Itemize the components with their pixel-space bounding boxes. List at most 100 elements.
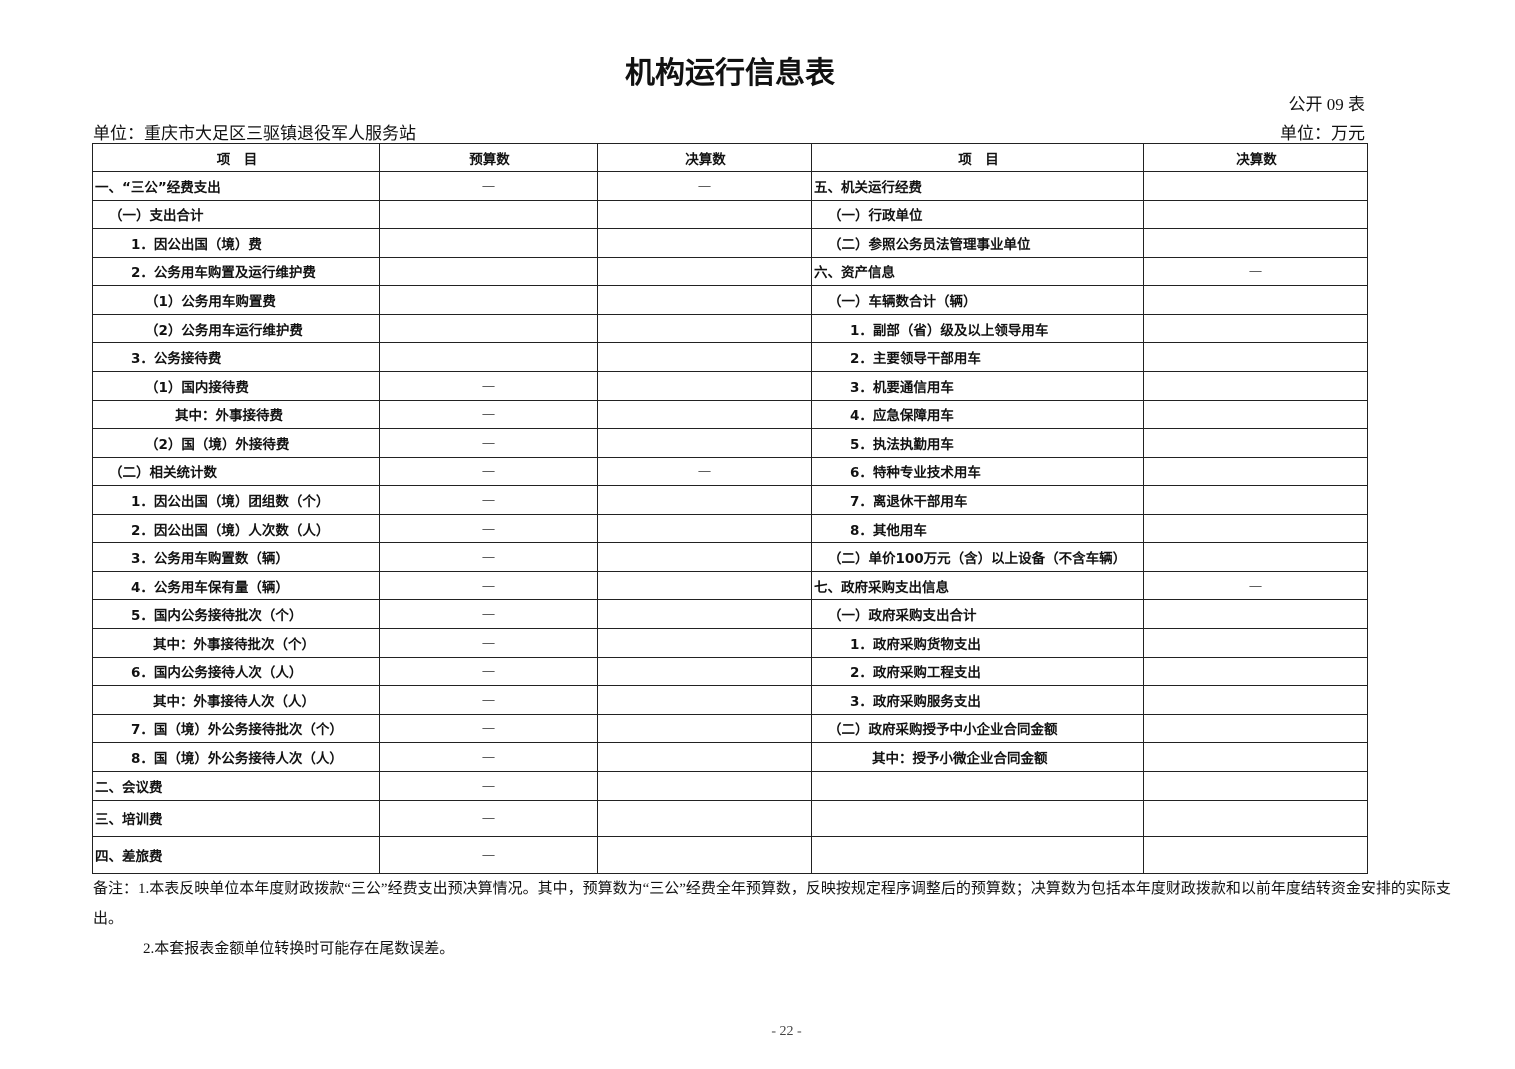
item-label: 二、会议费: [95, 779, 163, 796]
table-cell: —: [379, 799, 598, 837]
table-row: 其中：外事接待费 — 4．应急保障用车: [92, 399, 1368, 430]
table-row: 1．因公出国（境）团组数（个） — 7．离退休干部用车: [92, 485, 1368, 515]
note: 备注：1.本表反映单位本年度财政拨款“三公”经费支出预决算情况。其中，预算数为“…: [93, 881, 1451, 927]
table-cell: [379, 342, 598, 372]
table-cell: 2．因公出国（境）人次数（人）: [92, 513, 380, 544]
unit-left: 单位：重庆市大足区三驱镇退役军人服务站: [93, 124, 416, 143]
table-cell: 2．主要领导干部用车: [811, 342, 1144, 372]
cell-value: —: [1248, 577, 1263, 594]
table-cell: [379, 313, 598, 344]
item-label: 2．公务用车购置及运行维护费: [131, 265, 316, 282]
item-label: 7．离退休干部用车: [850, 493, 968, 510]
table-cell: [1143, 370, 1368, 401]
table-row: 二、会议费 —: [92, 770, 1368, 801]
table-row: 5．国内公务接待批次（个） — （一）政府采购支出合计: [92, 599, 1368, 629]
item-label: （一）行政单位: [828, 208, 923, 225]
item-label: 1．副部（省）级及以上领导用车: [850, 322, 1049, 339]
table-cell: [597, 485, 812, 515]
item-label: （二）单价100万元（含）以上设备（不含车辆）: [828, 551, 1127, 568]
table-cell: —: [379, 628, 598, 658]
cell-value: —: [481, 549, 496, 566]
table-cell: [597, 685, 812, 715]
item-label: （1）公务用车购置费: [145, 294, 276, 311]
table-cell: 七、政府采购支出信息: [811, 570, 1144, 601]
table-cell: [597, 542, 812, 572]
table-row: 3．公务用车购置数（辆） — （二）单价100万元（含）以上设备（不含车辆）: [92, 542, 1368, 572]
table-cell: [1143, 171, 1368, 201]
table-row: 4．公务用车保有量（辆） — 七、政府采购支出信息 —: [92, 570, 1368, 601]
table-cell: 5．执法执勤用车: [811, 428, 1144, 458]
table-row: （1）国内接待费 — 3．机要通信用车: [92, 370, 1368, 401]
table-cell: 其中：外事接待费: [92, 399, 380, 430]
table-cell: [1143, 342, 1368, 372]
table-cell: [1143, 428, 1368, 458]
table-cell: [597, 770, 812, 801]
cell-value: —: [481, 177, 496, 194]
table-cell: —: [379, 171, 598, 201]
table-cell: 1．政府采购货物支出: [811, 628, 1144, 658]
table-cell: —: [1143, 256, 1368, 287]
table-cell: —: [379, 742, 598, 772]
item-label: 四、差旅费: [95, 848, 163, 865]
table-row: 2．因公出国（境）人次数（人） — 8．其他用车: [92, 513, 1368, 544]
table-cell: [597, 370, 812, 401]
item-label: 三、培训费: [95, 812, 163, 829]
table-cell: （一）车辆数合计（辆）: [811, 285, 1144, 315]
item-label: 3．机要通信用车: [850, 379, 954, 396]
item-label: 8．国（境）外公务接待人次（人）: [131, 751, 343, 768]
table-cell: [1143, 285, 1368, 315]
table-cell: [597, 599, 812, 629]
header-row: 项 目预算数 决算数项 目决算数: [92, 143, 1368, 172]
table-cell: （二）单价100万元（含）以上设备（不含车辆）: [811, 542, 1144, 572]
item-label: 3．公务接待费: [131, 351, 222, 368]
item-label: 3．政府采购服务支出: [850, 693, 981, 710]
table-cell: —: [379, 656, 598, 687]
table-row: （二）相关统计数 — — 6．特种专业技术用车: [92, 456, 1368, 487]
table-cell: （一）行政单位: [811, 199, 1144, 230]
table-cell: （1）公务用车购置费: [92, 285, 380, 315]
table-cell: （2）公务用车运行维护费: [92, 313, 380, 344]
notes: 备注：1.本表反映单位本年度财政拨款“三公”经费支出预决算情况。其中，预算数为“…: [93, 874, 1478, 964]
table-cell: —: [597, 171, 812, 201]
table-cell: 其中：外事接待人次（人）: [92, 685, 380, 715]
item-label: （一）政府采购支出合计: [828, 608, 977, 625]
table-cell: 其中：授予小微企业合同金额: [811, 742, 1144, 772]
item-label: 一、“三公”经费支出: [95, 179, 221, 196]
table-cell: —: [379, 485, 598, 515]
table-cell: 4．公务用车保有量（辆）: [92, 570, 380, 601]
item-label: 2．主要领导干部用车: [850, 351, 981, 368]
table-cell: [379, 228, 598, 258]
table-cell: [811, 770, 1144, 801]
table-cell: [1143, 199, 1368, 230]
table-cell: [1143, 770, 1368, 801]
item-label: 1．因公出国（境）费: [131, 236, 262, 253]
table-row: （1）公务用车购置费 （一）车辆数合计（辆）: [92, 285, 1368, 315]
column-header: 决算数: [1143, 143, 1368, 172]
cell-value: —: [481, 463, 496, 480]
table-cell: （二）相关统计数: [92, 456, 380, 487]
table-cell: 2．政府采购工程支出: [811, 656, 1144, 687]
table-cell: 二、会议费: [92, 770, 380, 801]
table-row: （一）支出合计 （一）行政单位: [92, 199, 1368, 230]
table-cell: [597, 656, 812, 687]
item-label: 六、资产信息: [814, 265, 895, 282]
table-cell: 1．副部（省）级及以上领导用车: [811, 313, 1144, 344]
cell-value: —: [481, 663, 496, 680]
table-row: 其中：外事接待批次（个） — 1．政府采购货物支出: [92, 628, 1368, 658]
column-header: 项 目: [811, 143, 1144, 172]
table-cell: [1143, 628, 1368, 658]
table-cell: 8．国（境）外公务接待人次（人）: [92, 742, 380, 772]
table-cell: [379, 256, 598, 287]
table-cell: 5．国内公务接待批次（个）: [92, 599, 380, 629]
item-label: 其中：授予小微企业合同金额: [872, 751, 1048, 768]
table-cell: —: [379, 713, 598, 744]
item-label: （1）国内接待费: [145, 379, 249, 396]
table-cell: 三、培训费: [92, 799, 380, 837]
table-cell: —: [379, 599, 598, 629]
table-cell: [597, 713, 812, 744]
table-cell: （一）支出合计: [92, 199, 380, 230]
table-cell: [597, 835, 812, 874]
table-cell: [597, 428, 812, 458]
table-cell: （2）国（境）外接待费: [92, 428, 380, 458]
column-header: 决算数: [597, 143, 812, 172]
